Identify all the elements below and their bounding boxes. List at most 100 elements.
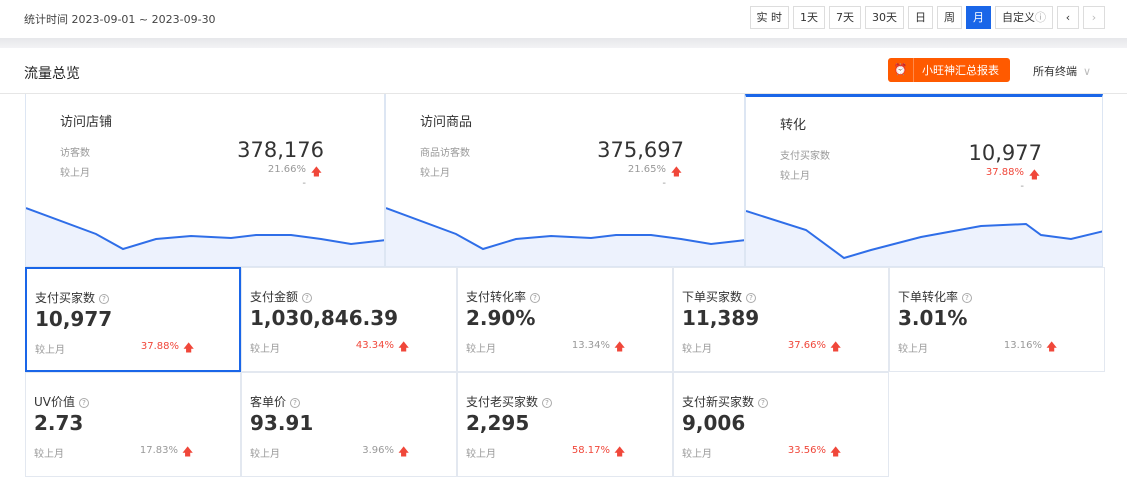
metric-cell[interactable]: 支付老买家数? 2,295 较上月 58.17% 🡅 [457,372,673,477]
metric-label: 商品访客数 [420,148,470,159]
help-icon[interactable]: ? [302,293,313,303]
period-button[interactable]: 月 [966,6,991,29]
terminal-dropdown[interactable]: 所有终端 ∨ [1033,65,1092,78]
arrow-up-icon: 🡅 [398,340,410,353]
compare-label: 较上月 [420,168,450,179]
arrow-up-icon: 🡅 [310,165,322,178]
period-button[interactable]: 自定义ⓘ [995,6,1053,29]
compare-label: 较上月 [780,171,810,182]
metric-cell[interactable]: 支付买家数? 10,977 较上月 37.88% 🡅 [25,267,241,372]
arrow-up-icon: 🡅 [670,165,682,178]
change-percent: 37.88% [985,167,1024,178]
period-button[interactable]: 周 [937,6,962,29]
metric-label: 访客数 [60,148,90,159]
metric-cell[interactable]: 客单价? 93.91 较上月 3.96% 🡅 [241,372,457,477]
sparkline-line [386,207,744,251]
compare-label: 较上月 [34,449,64,460]
metric-value: 93.91 [250,411,314,435]
help-icon[interactable]: ? [530,293,541,303]
metric-cell[interactable]: 下单买家数? 11,389 较上月 37.66% 🡅 [673,267,889,372]
period-selector: 实 时 1天 7天 30天日周月自定义ⓘ ‹ › [749,6,1105,29]
metric-value: 378,176 [237,138,324,162]
metric-value: 10,977 [968,141,1042,165]
overview-card[interactable]: 访问商品 商品访客数 较上月 375,697 21.65% 🡅 - [385,94,745,267]
metric-cell[interactable]: 下单转化率? 3.01% 较上月 13.16% 🡅 [889,267,1105,372]
help-icon: ⓘ [1035,11,1046,24]
period-button[interactable]: 日 [908,6,933,29]
metric-value: 2,295 [466,411,530,435]
help-icon[interactable]: ? [99,294,110,304]
metric-name: 客单价 [250,395,287,409]
compare-label: 较上月 [250,449,280,460]
arrow-up-icon: 🡅 [182,445,194,458]
change-percent: 21.65% [627,164,666,175]
metric-name: 支付转化率 [466,290,527,304]
arrow-up-icon: 🡅 [398,445,410,458]
change-percent: 43.34% [355,340,394,351]
metric-value: 10,977 [35,307,113,331]
extra-value: - [1020,181,1024,192]
metric-name: 支付买家数 [35,291,96,305]
help-icon[interactable]: ? [542,398,553,408]
sparkline-line [26,207,384,251]
change-percent: 13.34% [571,340,610,351]
top-bar: 统计时间 2023-09-01 ~ 2023-09-30 实 时 1天 7天 30天日… [0,0,1127,38]
report-button[interactable]: ⏰ 小旺神汇总报表 [888,58,1010,82]
arrow-up-icon: 🡅 [830,445,842,458]
help-icon[interactable]: ? [962,293,973,303]
sparkline [386,207,744,266]
divider [0,93,1127,94]
metric-name: UV价值 [34,395,75,409]
robot-icon: ⏰ [888,58,914,82]
sparkline [26,207,384,266]
period-button[interactable]: 30天 [865,6,904,29]
arrow-up-icon: 🡅 [614,445,626,458]
compare-label: 较上月 [898,344,928,355]
metric-value: 1,030,846.39 [250,306,399,330]
section-title: 流量总览 [24,66,80,82]
overview-card[interactable]: 转化 支付买家数 较上月 10,977 37.88% 🡅 - [745,94,1103,267]
period-button[interactable]: 7天 [829,6,861,29]
change-percent: 33.56% [787,445,826,456]
arrow-up-icon: 🡅 [614,340,626,353]
help-icon[interactable]: ? [79,398,89,408]
compare-label: 较上月 [682,449,712,460]
change-percent: 37.88% [140,341,179,352]
compare-label: 较上月 [466,344,496,355]
period-button[interactable]: 1天 [793,6,825,29]
metric-name: 支付新买家数 [682,395,755,409]
next-button[interactable]: › [1083,6,1105,29]
divider-band [0,38,1127,48]
chevron-down-icon: ∨ [1083,65,1092,78]
change-percent: 37.66% [787,340,826,351]
sparkline-line [746,210,1102,260]
arrow-up-icon: 🡅 [183,341,195,354]
metric-value: 11,389 [682,306,760,330]
period-button[interactable]: 实 时 [749,6,789,29]
metric-cell[interactable]: 支付转化率? 2.90% 较上月 13.34% 🡅 [457,267,673,372]
arrow-up-icon: 🡅 [830,340,842,353]
metric-cell[interactable]: 支付新买家数? 9,006 较上月 33.56% 🡅 [673,372,889,477]
extra-value: - [662,178,666,189]
metric-value: 375,697 [597,138,684,162]
overview-card[interactable]: 访问店铺 访客数 较上月 378,176 21.66% 🡅 - [25,94,385,267]
compare-label: 较上月 [250,344,280,355]
help-icon[interactable]: ? [746,293,757,303]
card-title: 转化 [780,118,807,133]
card-title: 访问店铺 [60,115,113,130]
compare-label: 较上月 [682,344,712,355]
help-icon[interactable]: ? [758,398,769,408]
metric-cell[interactable]: 支付金额? 1,030,846.39 较上月 43.34% 🡅 [241,267,457,372]
metric-name: 下单买家数 [682,290,743,304]
metric-value: 2.90% [466,306,536,330]
metric-name: 支付金额 [250,290,299,304]
help-icon[interactable]: ? [290,398,301,408]
compare-label: 较上月 [60,168,90,179]
arrow-up-icon: 🡅 [1028,168,1040,181]
prev-button[interactable]: ‹ [1057,6,1079,29]
card-title: 访问商品 [420,115,473,130]
metric-label: 支付买家数 [780,151,830,162]
metric-value: 3.01% [898,306,968,330]
metric-value: 9,006 [682,411,746,435]
metric-cell[interactable]: UV价值? 2.73 较上月 17.83% 🡅 [25,372,241,477]
